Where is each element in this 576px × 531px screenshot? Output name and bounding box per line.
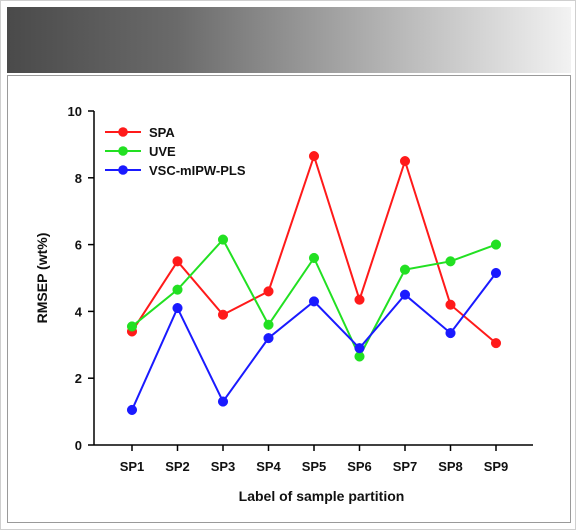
data-point [217,234,229,245]
data-point [172,284,183,295]
legend-label: VSC-mIPW-PLS [149,163,246,178]
legend-label: SPA [149,125,175,140]
x-tick-label: SP9 [484,459,509,474]
legend-marker [118,146,128,156]
data-point [217,396,229,407]
axes: 0 2 4 6 8 10 SP1 SP2 SP3 SP4 SP5 SP6 SP7 SP8 SP9 [68,104,533,474]
x-tick-label: SP2 [165,459,190,474]
series-layer [126,151,502,415]
data-point [308,151,320,162]
x-tick-label: SP7 [393,459,418,474]
data-point [263,286,274,297]
data-point [490,239,502,250]
y-tick-label: 6 [75,238,82,253]
data-point [445,328,456,339]
data-point [354,294,365,305]
legend-label: UVE [149,144,176,159]
data-point [308,296,320,307]
legend-item: VSC-mIPW-PLS [105,163,246,178]
header-band [7,7,571,73]
data-point [263,319,274,330]
series-vsc-mipw-pls [126,267,502,415]
x-tick-label: SP3 [211,459,236,474]
data-point [445,299,456,310]
data-point [354,343,365,354]
data-point [490,267,502,279]
data-point [399,289,411,300]
data-point [172,303,183,314]
legend-marker [118,127,128,137]
series-line [131,272,497,411]
legend-item: SPA [105,125,175,140]
data-point [445,256,456,267]
data-point [126,321,138,332]
data-point [399,156,411,167]
y-tick-label: 8 [75,171,82,186]
data-point [263,333,274,344]
y-tick-label: 4 [75,304,83,319]
x-tick-label: SP8 [438,459,463,474]
legend-item: UVE [105,144,176,159]
x-tick-label: SP4 [256,459,281,474]
x-tick-label: SP1 [120,459,145,474]
legend: SPA UVE VSC-mIPW-PLS [105,125,246,178]
y-tick-label: 0 [75,438,82,453]
legend-marker [118,165,128,175]
data-point [126,404,138,415]
x-tick-label: SP5 [302,459,327,474]
x-axis-title: Label of sample partition [239,488,405,504]
series-spa [126,151,502,349]
y-tick-label: 2 [75,371,82,386]
data-point [217,309,229,320]
data-point [490,338,502,349]
data-point [308,252,320,264]
data-point [172,256,183,267]
y-tick-label: 10 [68,104,82,119]
data-point [399,264,411,275]
y-axis-title: RMSEP (wt%) [34,233,50,324]
x-tick-label: SP6 [347,459,372,474]
series-line [131,152,497,344]
series-uve [126,234,502,362]
